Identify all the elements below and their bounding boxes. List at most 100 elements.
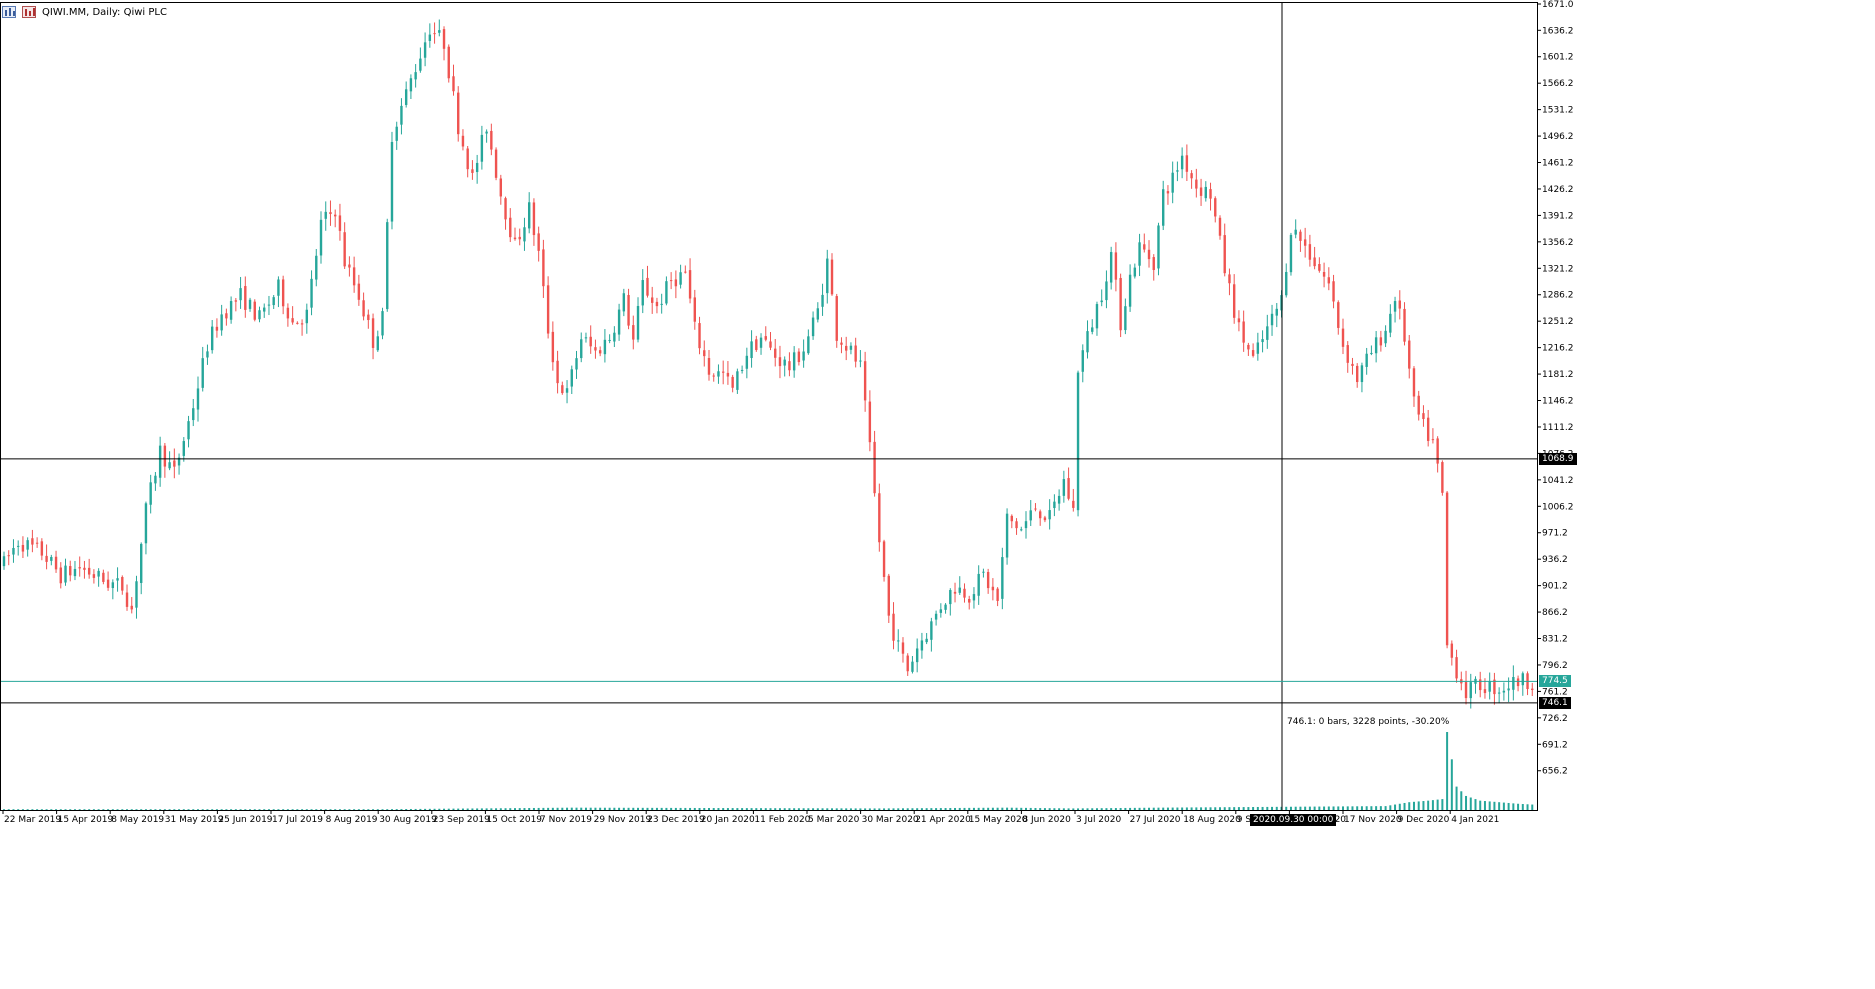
candle-body: [163, 445, 167, 467]
candle: [272, 295, 275, 310]
candle-body: [1190, 173, 1193, 179]
volume-bar: [230, 809, 233, 810]
volume-bar: [1006, 807, 1009, 810]
candle: [348, 256, 351, 277]
volume-bar: [991, 807, 994, 810]
candle: [764, 326, 767, 342]
volume-bar: [637, 807, 640, 810]
candle: [594, 339, 597, 359]
price-tick-label: 866.2: [1542, 608, 1568, 618]
candle: [163, 442, 167, 478]
candle-body: [551, 331, 555, 363]
candle: [1341, 318, 1345, 355]
volume-bar: [1502, 802, 1505, 810]
candle: [499, 174, 503, 205]
candle: [367, 309, 370, 329]
volume-bar: [1332, 806, 1335, 810]
volume-bar: [679, 807, 682, 810]
volume-bar: [438, 808, 441, 810]
date-tick-label: 8 May 2019: [111, 815, 164, 825]
candle: [1247, 342, 1250, 356]
candle-body: [1237, 318, 1241, 323]
candle-body: [168, 462, 171, 469]
volume-bar: [1110, 808, 1113, 810]
volume-bar: [641, 807, 644, 810]
price-tick-label: 1531.2: [1542, 106, 1574, 116]
candle: [1143, 233, 1146, 253]
candle-body: [1332, 281, 1335, 302]
price-tick-label: 1461.2: [1542, 159, 1574, 169]
volume-bar: [518, 808, 521, 810]
candle: [755, 335, 758, 352]
candle-body: [319, 219, 323, 256]
candle: [963, 583, 966, 603]
volume-bar: [726, 808, 729, 810]
candle: [1024, 511, 1028, 539]
bar-chart-icon[interactable]: [2, 6, 16, 18]
candle: [740, 365, 744, 374]
volume-bar: [760, 808, 763, 810]
candle-body: [343, 232, 346, 267]
volume-bar: [1015, 807, 1018, 810]
candle-body: [968, 598, 971, 603]
candle: [234, 298, 238, 312]
candle-body: [1147, 249, 1151, 260]
date-tick-label: 7 Nov 2019: [540, 815, 592, 825]
candle-body: [220, 314, 223, 331]
candle: [1119, 273, 1122, 338]
candle: [168, 451, 171, 471]
candle-body: [140, 543, 143, 583]
candle: [1010, 514, 1014, 529]
volume-bar: [315, 809, 318, 810]
candle-body: [807, 336, 810, 354]
volume-bar: [1095, 808, 1098, 810]
candle: [1138, 233, 1141, 277]
volume-bar: [111, 809, 114, 810]
candle: [906, 653, 909, 676]
candle-body: [542, 249, 545, 287]
candle-body: [1294, 229, 1297, 235]
candle-body: [1408, 340, 1411, 369]
candle: [1455, 649, 1458, 683]
candle-body: [769, 341, 772, 348]
volume-bar: [1365, 806, 1368, 810]
volume-bar: [835, 808, 838, 810]
volume-bar: [50, 809, 53, 810]
candle-body: [1512, 676, 1515, 690]
volume-bar: [556, 807, 559, 810]
volume-bar: [712, 808, 715, 810]
chart-title: QIWI.MM, Daily: Qiwi PLC: [42, 6, 167, 18]
volume-bar: [253, 809, 256, 810]
candle: [977, 565, 980, 605]
volume-bar: [428, 808, 431, 810]
volume-bar: [282, 809, 285, 810]
candle: [7, 550, 10, 566]
date-tick-label: 17 Nov 2020: [1344, 815, 1402, 825]
chart-overlay: [0, 2, 1537, 810]
candle: [201, 346, 204, 392]
volume-bar: [362, 809, 365, 810]
candle: [78, 556, 81, 577]
candle: [698, 316, 701, 355]
volume-bar: [386, 809, 389, 810]
candle: [816, 302, 820, 323]
candle: [1332, 274, 1335, 309]
candle: [660, 293, 663, 314]
volume-bar: [1261, 806, 1264, 810]
volume-bar: [267, 809, 270, 810]
volume-bar: [31, 809, 34, 810]
volume-bar: [495, 808, 498, 810]
candle: [1327, 267, 1331, 291]
candle-body: [1289, 234, 1293, 273]
candle-body: [1479, 679, 1482, 691]
volume-bar: [514, 808, 516, 810]
candle-chart-icon[interactable]: [22, 6, 36, 18]
candle: [868, 390, 872, 452]
candle-body: [1001, 557, 1004, 599]
volume-bar: [840, 808, 843, 810]
candle-body: [1531, 688, 1534, 691]
candle: [494, 147, 498, 181]
volume-bar: [1465, 795, 1468, 810]
volume-bar: [1275, 806, 1278, 810]
